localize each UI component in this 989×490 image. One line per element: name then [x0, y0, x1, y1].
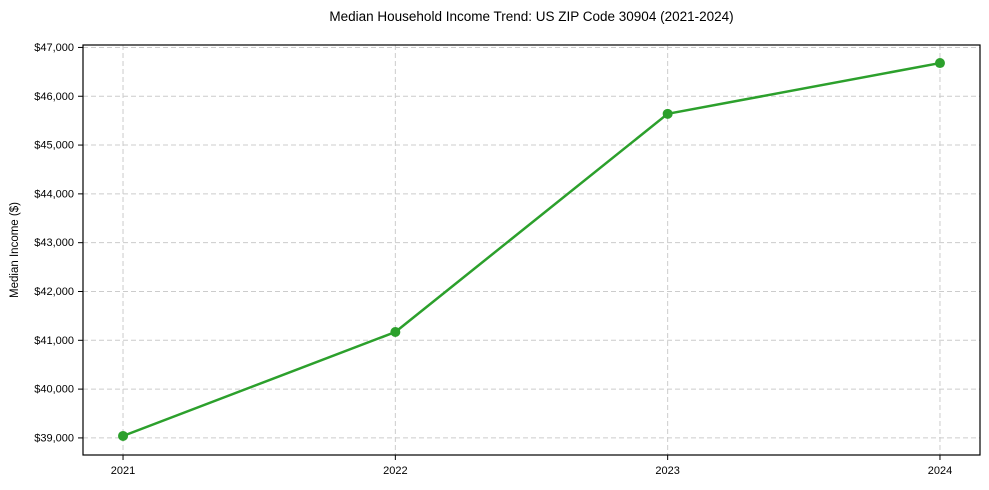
y-tick-label: $45,000: [34, 140, 74, 152]
y-tick-label: $47,000: [34, 42, 74, 54]
x-tick-label: 2024: [928, 465, 952, 477]
y-tick-label: $43,000: [34, 237, 74, 249]
y-tick-label: $40,000: [34, 384, 74, 396]
data-point: [390, 327, 401, 337]
trend-line: [121, 61, 942, 438]
plot-border: [82, 44, 981, 456]
y-tick-label: $44,000: [34, 188, 74, 200]
y-tick-label: $41,000: [34, 335, 74, 347]
x-tick-label: 2021: [111, 465, 135, 477]
data-point: [118, 430, 129, 441]
x-tick-label: 2022: [383, 465, 407, 477]
y-tick-label: $46,000: [34, 91, 74, 103]
chart-title: Median Household Income Trend: US ZIP Co…: [329, 9, 734, 24]
x-tick-label: 2023: [655, 465, 679, 477]
data-point: [934, 58, 945, 69]
data-point: [662, 108, 673, 119]
y-tick-label: $39,000: [34, 432, 74, 444]
y-tick-label: $42,000: [34, 286, 74, 298]
